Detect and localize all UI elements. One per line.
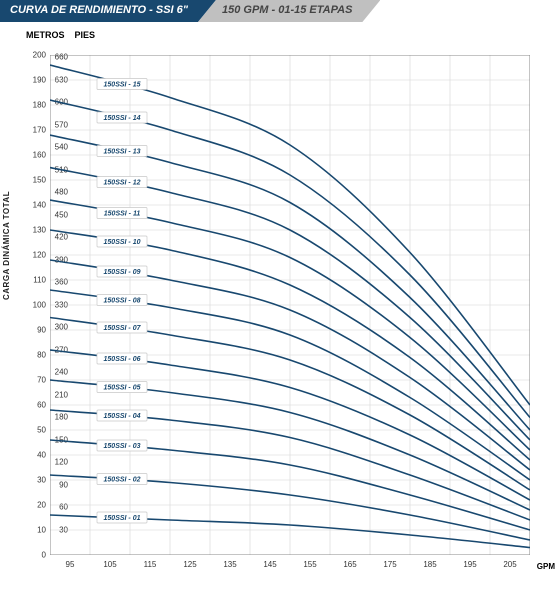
x-axis-unit: GPM — [537, 562, 555, 571]
ytick-metros: 100 — [33, 301, 46, 310]
curve-label: 150SSI - 08 — [104, 298, 141, 305]
ytick-metros: 50 — [37, 426, 46, 435]
ytick-metros: 0 — [42, 551, 46, 560]
xtick-gpm: 195 — [463, 560, 476, 569]
xtick-gpm: 125 — [183, 560, 196, 569]
curve-label: 150SSI - 14 — [104, 115, 141, 122]
curve-label: 150SSI - 11 — [104, 211, 141, 218]
xtick-gpm: 205 — [503, 560, 516, 569]
ytick-metros: 30 — [37, 476, 46, 485]
ytick-metros: 150 — [33, 176, 46, 185]
y-axis-metros: 2001901801701601501401301201101009080706… — [26, 55, 48, 555]
ytick-metros: 70 — [37, 376, 46, 385]
xtick-gpm: 135 — [223, 560, 236, 569]
xtick-gpm: 175 — [383, 560, 396, 569]
ytick-metros: 160 — [33, 151, 46, 160]
xtick-gpm: 185 — [423, 560, 436, 569]
ytick-metros: 40 — [37, 451, 46, 460]
ytick-metros: 10 — [37, 526, 46, 535]
curve-label: 150SSI - 07 — [104, 325, 142, 332]
x-axis-gpm: 95 105 115 125 135 145 155 165 175 185 195 205 — [50, 560, 540, 574]
chart-svg: 150SSI - 01 150SSI - 02 150SSI - 03 150SSI … — [50, 55, 530, 555]
curve-label: 150SSI - 03 — [104, 443, 141, 450]
ytick-metros: 170 — [33, 126, 46, 135]
y2-label: PIES — [75, 30, 96, 40]
chart-header: CURVA DE RENDIMIENTO - SSI 6" 150 GPM - … — [0, 0, 559, 22]
ytick-metros: 120 — [33, 251, 46, 260]
header-title-2: 150 GPM - 01-15 ETAPAS — [198, 0, 380, 22]
y-axis-rotated-label: CARGA DINÁMICA TOTAL — [2, 191, 11, 300]
curve-label: 150SSI - 05 — [104, 385, 141, 392]
ytick-metros: 110 — [33, 276, 46, 285]
curve-label: 150SSI - 09 — [104, 269, 141, 276]
ytick-metros: 190 — [33, 76, 46, 85]
xtick-gpm: 145 — [263, 560, 276, 569]
ytick-metros: 180 — [33, 101, 46, 110]
xtick-gpm: 165 — [343, 560, 356, 569]
xtick-gpm: 155 — [303, 560, 316, 569]
ytick-metros: 130 — [33, 226, 46, 235]
ytick-metros: 80 — [37, 351, 46, 360]
curve-label: 150SSI - 15 — [104, 82, 141, 89]
ytick-metros: 60 — [37, 401, 46, 410]
ytick-metros: 140 — [33, 201, 46, 210]
xtick-gpm: 115 — [144, 560, 157, 569]
xtick-gpm: 105 — [103, 560, 116, 569]
ytick-metros: 20 — [37, 501, 46, 510]
xtick-gpm: 95 — [66, 560, 75, 569]
curve-label: 150SSI - 01 — [104, 515, 141, 522]
curve-label: 150SSI - 06 — [104, 356, 141, 363]
y1-label: METROS — [26, 30, 65, 40]
y-axis-header: METROS PIES — [0, 22, 559, 42]
curve-label: 150SSI - 12 — [104, 180, 141, 187]
ytick-metros: 200 — [33, 51, 46, 60]
curve-label: 150SSI - 13 — [104, 149, 141, 156]
plot-area: 150SSI - 01 150SSI - 02 150SSI - 03 150SSI … — [50, 55, 540, 575]
header-title-1: CURVA DE RENDIMIENTO - SSI 6" — [0, 0, 216, 22]
curve-label: 150SSI - 10 — [104, 239, 141, 246]
ytick-metros: 90 — [37, 326, 46, 335]
curve-label: 150SSI - 04 — [104, 413, 141, 420]
curve-label: 150SSI - 02 — [104, 477, 141, 484]
